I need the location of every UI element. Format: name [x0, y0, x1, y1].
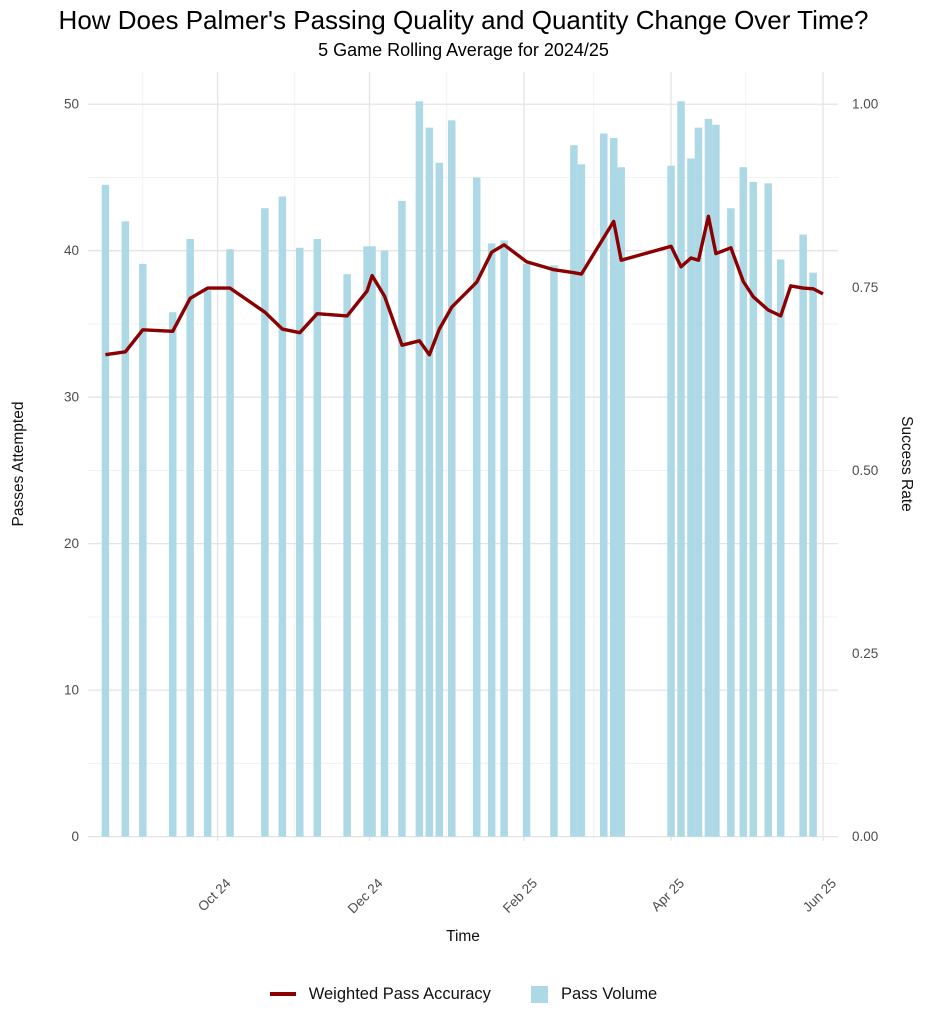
- svg-text:0.00: 0.00: [852, 829, 878, 844]
- svg-text:Jun 25: Jun 25: [800, 876, 839, 915]
- pass-volume-bar: [570, 145, 578, 837]
- gridlines-minor: [88, 72, 838, 841]
- pass-volume-bar: [487, 243, 496, 837]
- pass-volume-bar: [500, 240, 508, 837]
- svg-text:40: 40: [64, 243, 79, 258]
- legend: Weighted Pass Accuracy Pass Volume: [0, 974, 927, 1014]
- pass-volume-bar: [667, 165, 675, 837]
- pass-volume-bar: [600, 133, 608, 837]
- pass-volume-bar: [296, 247, 304, 837]
- pass-volume-bar: [186, 238, 194, 837]
- svg-text:0: 0: [71, 829, 79, 844]
- pass-volume-bar: [415, 101, 424, 837]
- pass-volume-bar: [313, 238, 321, 837]
- pass-volume-bar: [368, 246, 376, 837]
- pass-volume-bar: [261, 208, 269, 837]
- accuracy-line-swatch: [269, 992, 296, 996]
- pass-volume-bar: [380, 250, 389, 837]
- chart-subtitle: 5 Game Rolling Average for 2024/25: [318, 40, 609, 60]
- pass-volume-bar: [398, 200, 406, 837]
- svg-text:30: 30: [64, 390, 79, 405]
- pass-volume-bar: [203, 290, 212, 837]
- pass-volume-bar: [609, 137, 618, 837]
- x-tick-labels: Oct 24 Dec 24 Feb 25 Apr 25 Jun 25: [195, 875, 839, 916]
- svg-text:1.00: 1.00: [852, 97, 878, 112]
- pass-volume-bar: [809, 272, 817, 837]
- svg-text:Oct 24: Oct 24: [195, 875, 234, 914]
- pass-volume-swatch: [530, 985, 548, 1003]
- accuracy-line: [105, 214, 824, 357]
- pass-volume-bar: [677, 101, 685, 837]
- legend-item-accuracy: Weighted Pass Accuracy: [269, 984, 491, 1004]
- pass-volume-bar: [472, 177, 481, 837]
- pass-volume-bar: [550, 265, 558, 837]
- pass-volume-bar: [727, 208, 735, 837]
- svg-text:0.75: 0.75: [852, 280, 878, 295]
- pass-volume-bar: [343, 274, 351, 837]
- x-axis-title: Time: [446, 928, 480, 945]
- gridlines-major: [88, 72, 838, 841]
- legend-label-accuracy: Weighted Pass Accuracy: [308, 984, 491, 1003]
- y-right-tick-labels: 0.00 0.25 0.50 0.75 1.00: [852, 97, 878, 844]
- pass-volume-bar: [764, 183, 772, 837]
- svg-text:Feb 25: Feb 25: [500, 876, 540, 916]
- pass-volume-bar: [139, 263, 147, 837]
- pass-volume-bar: [577, 164, 586, 837]
- pass-volume-bar: [617, 167, 625, 837]
- pass-volume-bar: [448, 120, 456, 837]
- svg-text:Apr 25: Apr 25: [648, 876, 687, 915]
- svg-text:50: 50: [64, 97, 79, 112]
- pass-volume-bar: [522, 263, 531, 837]
- pass-volume-bar: [687, 158, 695, 837]
- pass-volume-bars: [101, 101, 817, 837]
- pass-volume-bar: [363, 246, 371, 837]
- pass-volume-bar: [739, 167, 748, 837]
- pass-volume-bar: [121, 221, 130, 837]
- svg-text:Dec 24: Dec 24: [345, 875, 386, 916]
- pass-volume-bar: [168, 312, 177, 837]
- svg-text:0.25: 0.25: [852, 646, 878, 661]
- legend-label-volume: Pass Volume: [560, 984, 658, 1003]
- pass-volume-bar: [278, 196, 287, 837]
- y-left-tick-labels: 0 10 20 30 40 50: [64, 97, 79, 844]
- svg-text:10: 10: [64, 683, 79, 698]
- pass-volume-bar: [799, 234, 807, 837]
- y-right-axis-title: Success Rate: [898, 416, 915, 512]
- pass-volume-bar: [712, 124, 720, 837]
- pass-volume-bar: [776, 259, 785, 837]
- pass-volume-bar: [435, 162, 444, 837]
- y-left-axis-title: Passes Attempted: [10, 401, 27, 527]
- pass-volume-bar: [226, 249, 234, 837]
- svg-text:0.50: 0.50: [852, 463, 878, 478]
- pass-volume-bar: [694, 127, 703, 837]
- pass-volume-bar: [101, 184, 110, 837]
- svg-text:20: 20: [64, 536, 79, 551]
- legend-item-volume: Pass Volume: [530, 984, 658, 1004]
- pass-volume-bar: [749, 181, 758, 837]
- pass-volume-bar: [425, 127, 434, 837]
- chart-title: How Does Palmer's Passing Quality and Qu…: [58, 5, 869, 35]
- pass-volume-bar: [704, 118, 713, 837]
